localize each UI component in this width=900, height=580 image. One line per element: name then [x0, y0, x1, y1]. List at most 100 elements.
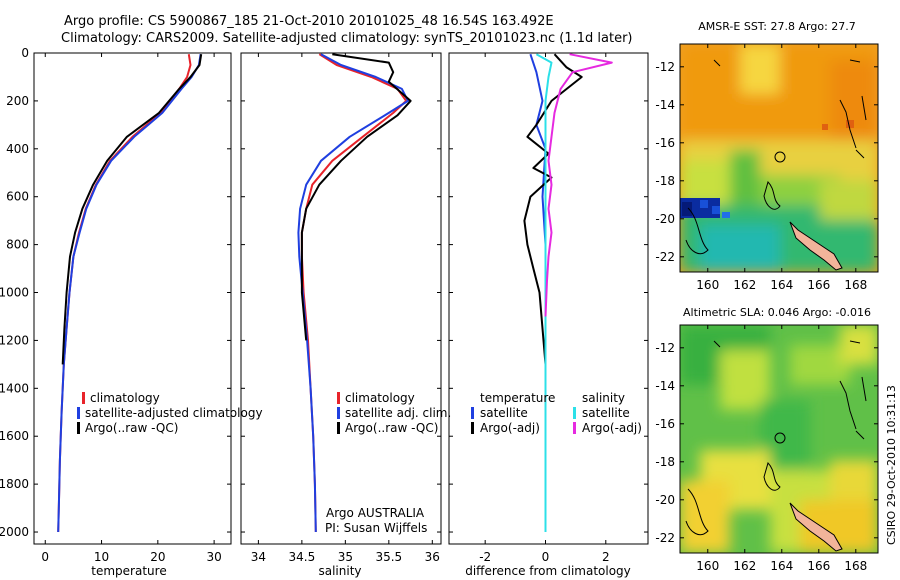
sst-map-axes: [679, 43, 879, 273]
salinity-series-argo-raw-qc-: [300, 53, 412, 341]
salinity-xlabel: salinity: [318, 564, 361, 578]
salinity-series-satellite-adj-clim-: [297, 53, 409, 533]
temperature-legend: climatology satellite-adjusted climatolo…: [77, 391, 263, 435]
legend-sal-satellite: satellite: [582, 406, 630, 420]
difference-xtick-label: 0: [542, 550, 550, 564]
legend-satellite-adjusted: satellite-adjusted climatology: [85, 406, 263, 420]
depth-tick-label: 2000: [0, 525, 29, 539]
map-axis-ticks: 160 162 164 166 168 -12 -14 -16 -18 -20 -22 160 162 1…: [655, 44, 878, 573]
sst-map-title: AMSR-E SST: 27.8 Argo: 27.7: [698, 20, 856, 33]
difference-series-temperature-argo-adj-: [523, 53, 583, 365]
depth-tick-label: 600: [6, 190, 29, 204]
sla-map-xtick-label: 164: [770, 559, 793, 573]
difference-series: [523, 53, 613, 532]
salinity-series: [297, 53, 412, 533]
title-line-1: Argo profile: CS 5900867_185 21-Oct-2010…: [64, 14, 554, 29]
temperature-xtick-label: 30: [206, 550, 221, 564]
legend-swatch-climatology: [82, 392, 85, 404]
legend-temp-satellite: satellite: [480, 406, 528, 420]
depth-tick-label: 200: [6, 94, 29, 108]
legend-swatch-sal-sat: [573, 407, 576, 419]
csiro-timestamp: CSIRO 29-Oct-2010 10:31:13: [885, 385, 898, 545]
legend-argo: Argo(..raw -QC): [85, 421, 178, 435]
temperature-xtick-label: 20: [150, 550, 165, 564]
legend-swatch-sat-adj: [77, 407, 80, 419]
temperature-series-climatology: [57, 54, 192, 533]
difference-axes: [448, 52, 649, 545]
legend-sal-argo: Argo(-adj): [582, 421, 642, 435]
legend-argo: Argo(..raw -QC): [345, 421, 438, 435]
sst-argo-marker: [774, 151, 786, 163]
difference-series-salinity-satellite: [535, 53, 553, 532]
argo-program-label: Argo AUSTRALIA: [326, 506, 425, 520]
sst-map-field: [680, 44, 878, 272]
depth-tick-label: 1000: [0, 286, 29, 300]
sst-map-ytick-label: -12: [655, 60, 675, 74]
depth-tick-label: 1400: [0, 381, 29, 395]
depth-tick-label: 1600: [0, 429, 29, 443]
sla-map-xtick-label: 168: [844, 559, 867, 573]
legend-swatch-argo: [337, 422, 340, 434]
sla-map-ytick-label: -18: [655, 455, 675, 469]
salinity-series-climatology: [300, 53, 408, 533]
legend-swatch-sat-adj: [337, 407, 340, 419]
sst-map-xtick-label: 162: [733, 278, 756, 292]
depth-tick-label: 1800: [0, 477, 29, 491]
title-line-2: Climatology: CARS2009. Satellite-adjuste…: [61, 31, 633, 46]
difference-xlabel: difference from climatology: [465, 564, 631, 578]
salinity-legend: climatology satellite adj. clim. Argo(..…: [325, 391, 451, 535]
legend-salinity-header: salinity: [582, 391, 625, 405]
depth-tick-label: 400: [6, 142, 29, 156]
legend-swatch-climatology: [337, 392, 340, 404]
sla-map-axes: [679, 324, 879, 554]
sst-map-ytick-label: -14: [655, 98, 675, 112]
salinity-xtick-label: 35.5: [375, 550, 402, 564]
legend-temp-argo: Argo(-adj): [480, 421, 540, 435]
sla-map-xtick-label: 166: [807, 559, 830, 573]
sla-map-ytick-label: -14: [655, 379, 675, 393]
temperature-series-satellite-adjusted-climatology: [57, 54, 202, 533]
temperature-axes: [33, 52, 232, 545]
salinity-xtick-label: 36: [425, 550, 440, 564]
temperature-xtick-label: 0: [41, 550, 49, 564]
legend-satellite-adj: satellite adj. clim.: [345, 406, 451, 420]
sst-map-ytick-label: -16: [655, 136, 675, 150]
sla-map-xtick-label: 160: [696, 559, 719, 573]
salinity-xtick-label: 35: [338, 550, 353, 564]
salinity-xtick-label: 34: [251, 550, 266, 564]
sst-map-xtick-label: 160: [696, 278, 719, 292]
sst-map-ytick-label: -18: [655, 174, 675, 188]
difference-xtick-label: -2: [479, 550, 491, 564]
pi-label: PI: Susan Wijffels: [325, 521, 427, 535]
depth-tick-label: 800: [6, 238, 29, 252]
sla-map-xtick-label: 162: [733, 559, 756, 573]
legend-climatology: climatology: [345, 391, 415, 405]
sst-map-xtick-label: 166: [807, 278, 830, 292]
sla-map-ytick-label: -16: [655, 417, 675, 431]
sla-map-ytick-label: -22: [655, 531, 675, 545]
sla-argo-marker: [774, 432, 786, 444]
salinity-xtick-label: 34.5: [289, 550, 316, 564]
legend-swatch-temp-sat: [471, 407, 474, 419]
sst-map-xtick-label: 168: [844, 278, 867, 292]
difference-legend: temperature satellite Argo(-adj) salinit…: [471, 391, 642, 435]
sst-map-ytick-label: -22: [655, 250, 675, 264]
temperature-series: [57, 54, 203, 533]
difference-series-salinity-argo-adj-: [544, 53, 613, 317]
temperature-xlabel: temperature: [91, 564, 166, 578]
sla-map-ytick-label: -20: [655, 493, 675, 507]
temperature-xtick-label: 10: [94, 550, 109, 564]
legend-temperature-header: temperature: [480, 391, 555, 405]
depth-tick-label: 1200: [0, 333, 29, 347]
salinity-axes: [240, 52, 442, 545]
legend-swatch-sal-argo: [573, 422, 576, 434]
difference-series-temperature-satellite: [529, 53, 547, 532]
legend-swatch-argo: [77, 422, 80, 434]
depth-tick-label: 0: [21, 46, 29, 60]
legend-swatch-temp-argo: [471, 422, 474, 434]
axis-ticks: 0 10 20 30020040060080010001200140016001800…: [0, 46, 648, 564]
sla-map-ytick-label: -12: [655, 341, 675, 355]
difference-xtick-label: 2: [602, 550, 610, 564]
sla-map-title: Altimetric SLA: 0.046 Argo: -0.016: [683, 306, 871, 319]
